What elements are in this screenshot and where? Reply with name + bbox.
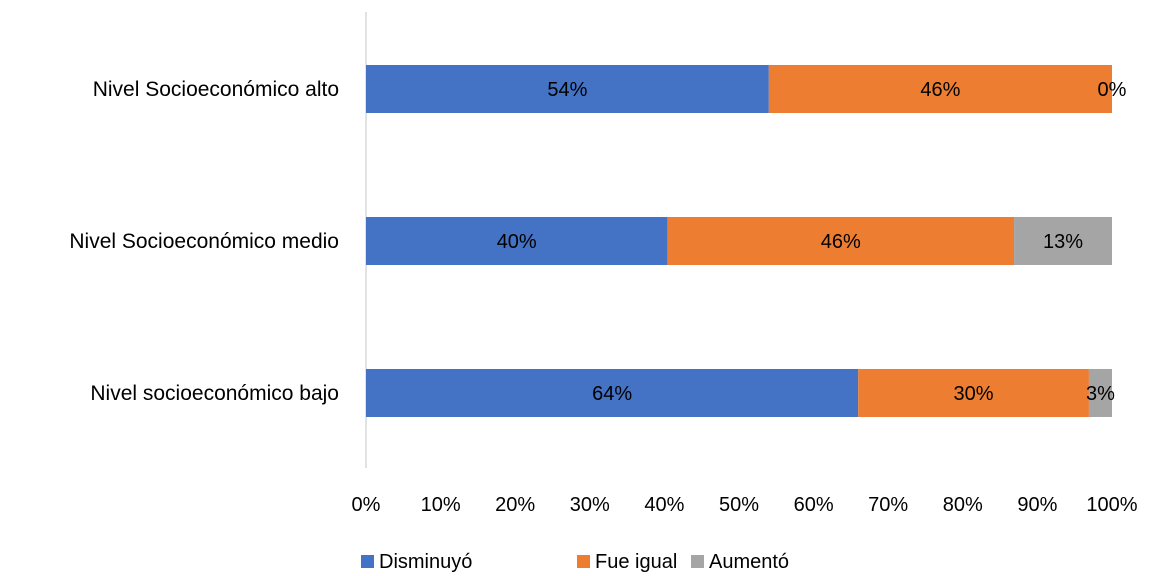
data-label: 3% — [1086, 383, 1115, 405]
x-tick-label: 20% — [495, 494, 535, 516]
data-label: 54% — [547, 79, 587, 101]
category-label: Nivel Socioeconómico alto — [93, 78, 339, 101]
data-label: 64% — [592, 383, 632, 405]
bar-2-row-3 — [858, 369, 1089, 417]
x-tick-label: 40% — [644, 494, 684, 516]
x-tick-label: 70% — [868, 494, 908, 516]
legend-swatch-3 — [691, 555, 704, 568]
x-tick-label: 80% — [943, 494, 983, 516]
legend-swatch-1 — [361, 555, 374, 568]
category-label: Nivel Socioeconómico medio — [69, 230, 339, 253]
category-labels: Nivel Socioeconómico alto Nivel Socioecon… — [69, 78, 339, 405]
x-tick-label: 90% — [1017, 494, 1057, 516]
data-label: 40% — [497, 231, 537, 253]
bars-group: 54% 46% 0% 40% 46% 13% 64% 30% 3% — [366, 65, 1127, 417]
x-axis-ticks: 0% 10% 20% 30% 40% 50% 60% 70% 80% 90% 100% — [352, 494, 1138, 516]
bar-2-row-1 — [768, 65, 1112, 113]
bar-2-row-2 — [667, 217, 1015, 265]
x-tick-label: 100% — [1086, 494, 1137, 516]
legend: Disminuyó Fue igual Aumentó — [361, 551, 789, 573]
data-label: 0% — [1098, 79, 1127, 101]
bar-1-row-3 — [366, 369, 859, 417]
data-label: 46% — [821, 231, 861, 253]
x-tick-label: 30% — [570, 494, 610, 516]
data-label: 46% — [920, 79, 960, 101]
bar-3-row-3 — [1088, 369, 1112, 417]
x-tick-label: 10% — [421, 494, 461, 516]
data-label: 30% — [954, 383, 994, 405]
legend-swatch-2 — [577, 555, 590, 568]
legend-label: Aumentó — [709, 551, 789, 573]
x-tick-label: 0% — [352, 494, 381, 516]
x-tick-label: 60% — [794, 494, 834, 516]
bar-1-row-1 — [366, 65, 769, 113]
legend-label: Disminuyó — [379, 551, 472, 573]
bar-1-row-2 — [366, 217, 668, 265]
x-tick-label: 50% — [719, 494, 759, 516]
bar-3-row-2 — [1014, 217, 1112, 265]
category-label: Nivel socioeconómico bajo — [90, 382, 339, 405]
data-label: 13% — [1043, 231, 1083, 253]
legend-label: Fue igual — [595, 551, 677, 573]
